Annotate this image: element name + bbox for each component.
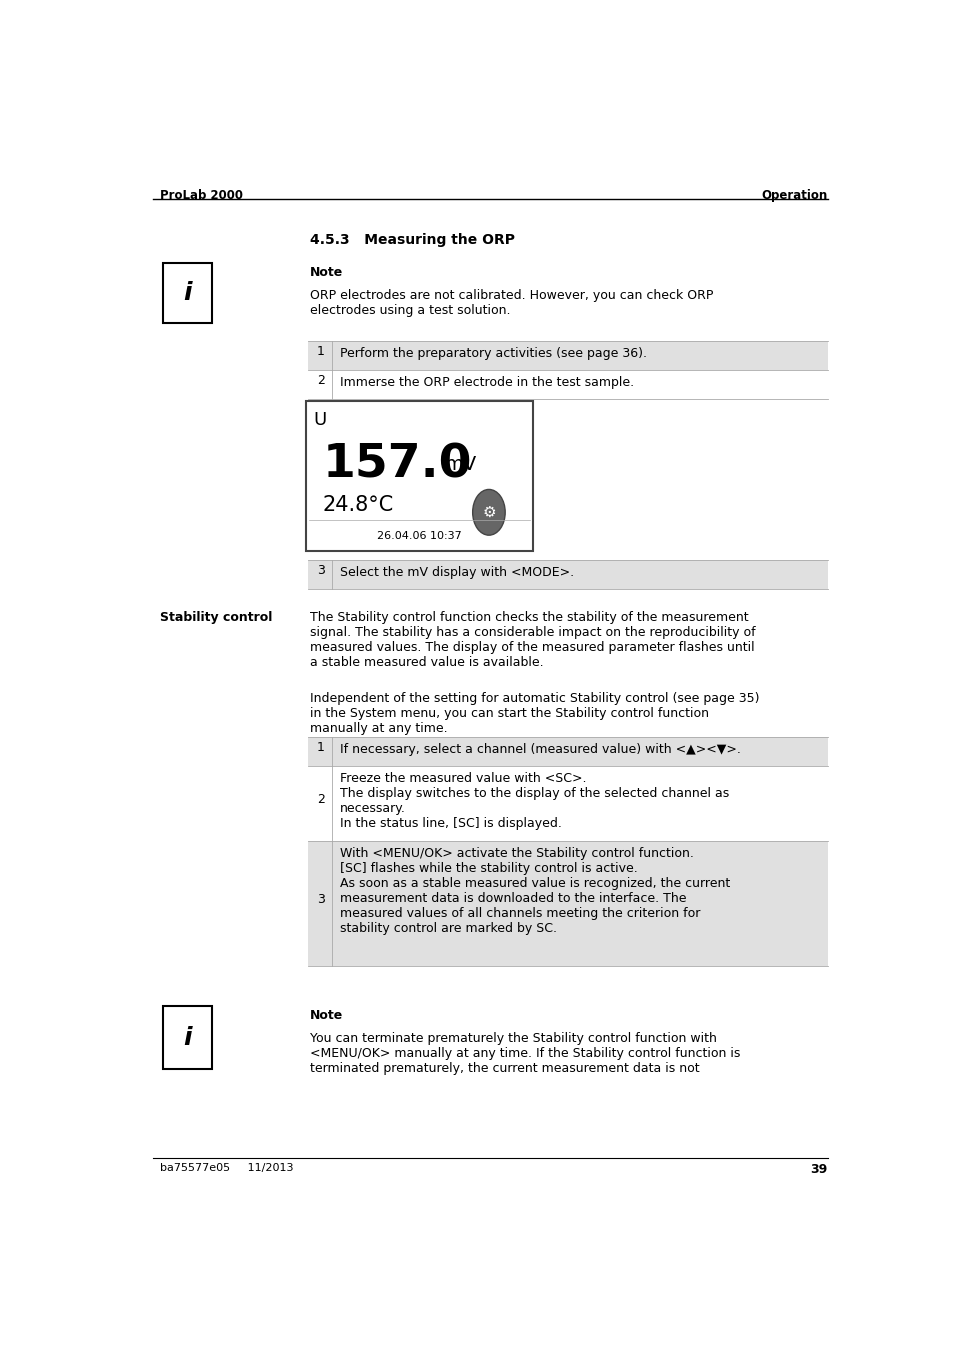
Text: mV: mV <box>444 455 476 474</box>
FancyBboxPatch shape <box>308 841 826 965</box>
Text: 39: 39 <box>809 1164 826 1176</box>
Text: 4.5.3   Measuring the ORP: 4.5.3 Measuring the ORP <box>310 232 515 247</box>
Text: Select the mV display with <MODE>.: Select the mV display with <MODE>. <box>339 567 573 579</box>
Text: 2: 2 <box>316 792 325 806</box>
FancyBboxPatch shape <box>308 340 826 370</box>
Text: If necessary, select a channel (measured value) with <▲><▼>.: If necessary, select a channel (measured… <box>339 743 740 756</box>
Text: Note: Note <box>310 1010 343 1022</box>
Circle shape <box>472 490 505 535</box>
Text: 1: 1 <box>316 741 325 753</box>
Text: Freeze the measured value with <SC>.
The display switches to the display of the : Freeze the measured value with <SC>. The… <box>339 772 728 830</box>
Text: ProLab 2000: ProLab 2000 <box>160 189 243 202</box>
FancyBboxPatch shape <box>308 560 826 589</box>
Text: U: U <box>314 412 327 429</box>
FancyBboxPatch shape <box>163 1006 212 1069</box>
Text: You can terminate prematurely the Stability control function with
<MENU/OK> manu: You can terminate prematurely the Stabil… <box>310 1031 740 1075</box>
Text: 26.04.06 10:37: 26.04.06 10:37 <box>377 531 461 541</box>
Text: Operation: Operation <box>760 189 826 202</box>
FancyBboxPatch shape <box>163 263 212 323</box>
Text: Perform the preparatory activities (see page 36).: Perform the preparatory activities (see … <box>339 347 646 360</box>
Text: With <MENU/OK> activate the Stability control function.
[SC] flashes while the s: With <MENU/OK> activate the Stability co… <box>339 846 729 936</box>
Text: The Stability control function checks the stability of the measurement
signal. T: The Stability control function checks th… <box>310 612 755 670</box>
Text: Note: Note <box>310 266 343 279</box>
Text: 24.8°C: 24.8°C <box>322 494 394 514</box>
Text: 3: 3 <box>316 564 325 576</box>
Text: 2: 2 <box>316 374 325 387</box>
FancyBboxPatch shape <box>308 737 826 765</box>
Text: i: i <box>183 281 192 305</box>
Text: ORP electrodes are not calibrated. However, you can check ORP
electrodes using a: ORP electrodes are not calibrated. Howev… <box>310 289 713 317</box>
Text: 1: 1 <box>316 344 325 358</box>
Text: ⚙: ⚙ <box>481 505 496 520</box>
Text: Independent of the setting for automatic Stability control (see page 35)
in the : Independent of the setting for automatic… <box>310 693 759 736</box>
Text: Stability control: Stability control <box>160 612 272 624</box>
Text: i: i <box>183 1026 192 1050</box>
Text: 3: 3 <box>316 892 325 906</box>
Text: 157.0: 157.0 <box>322 443 472 487</box>
Text: ba75577e05     11/2013: ba75577e05 11/2013 <box>160 1164 294 1173</box>
Text: Immerse the ORP electrode in the test sample.: Immerse the ORP electrode in the test sa… <box>339 377 633 389</box>
FancyBboxPatch shape <box>306 401 533 551</box>
